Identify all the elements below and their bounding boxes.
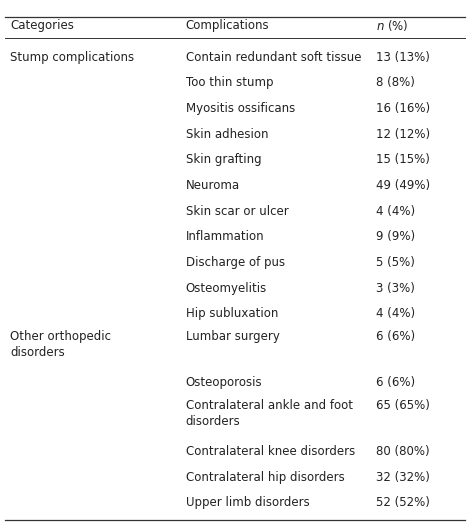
Text: Contralateral ankle and foot
disorders: Contralateral ankle and foot disorders bbox=[186, 399, 352, 428]
Text: Contain redundant soft tissue: Contain redundant soft tissue bbox=[186, 51, 361, 64]
Text: 32 (32%): 32 (32%) bbox=[376, 471, 430, 484]
Text: 65 (65%): 65 (65%) bbox=[376, 399, 430, 412]
Text: Lumbar surgery: Lumbar surgery bbox=[186, 330, 280, 343]
Text: Skin adhesion: Skin adhesion bbox=[186, 128, 268, 141]
Text: 80 (80%): 80 (80%) bbox=[376, 445, 430, 458]
Text: Skin grafting: Skin grafting bbox=[186, 154, 261, 166]
Text: Other orthopedic
disorders: Other orthopedic disorders bbox=[10, 330, 111, 359]
Text: 49 (49%): 49 (49%) bbox=[376, 179, 430, 192]
Text: Contralateral knee disorders: Contralateral knee disorders bbox=[186, 445, 355, 458]
Text: $\mathit{n}$ (%): $\mathit{n}$ (%) bbox=[376, 18, 408, 33]
Text: 15 (15%): 15 (15%) bbox=[376, 154, 430, 166]
Text: Discharge of pus: Discharge of pus bbox=[186, 256, 285, 269]
Text: Too thin stump: Too thin stump bbox=[186, 77, 273, 90]
Text: 16 (16%): 16 (16%) bbox=[376, 102, 430, 115]
Text: 12 (12%): 12 (12%) bbox=[376, 128, 430, 141]
Text: 3 (3%): 3 (3%) bbox=[376, 281, 415, 294]
Text: Inflammation: Inflammation bbox=[186, 230, 264, 243]
Text: Stump complications: Stump complications bbox=[10, 51, 134, 64]
Text: 9 (9%): 9 (9%) bbox=[376, 230, 415, 243]
Text: 4 (4%): 4 (4%) bbox=[376, 307, 415, 320]
Text: Contralateral hip disorders: Contralateral hip disorders bbox=[186, 471, 345, 484]
Text: Myositis ossificans: Myositis ossificans bbox=[186, 102, 295, 115]
Text: 5 (5%): 5 (5%) bbox=[376, 256, 415, 269]
Text: Skin scar or ulcer: Skin scar or ulcer bbox=[186, 204, 289, 217]
Text: Categories: Categories bbox=[10, 19, 74, 32]
Text: Osteomyelitis: Osteomyelitis bbox=[186, 281, 267, 294]
Text: 6 (6%): 6 (6%) bbox=[376, 330, 415, 343]
Text: Upper limb disorders: Upper limb disorders bbox=[186, 496, 309, 509]
Text: 8 (8%): 8 (8%) bbox=[376, 77, 415, 90]
Text: 6 (6%): 6 (6%) bbox=[376, 376, 415, 389]
Text: Osteoporosis: Osteoporosis bbox=[186, 376, 262, 389]
Text: Hip subluxation: Hip subluxation bbox=[186, 307, 278, 320]
Text: 52 (52%): 52 (52%) bbox=[376, 496, 430, 509]
Text: 13 (13%): 13 (13%) bbox=[376, 51, 430, 64]
Text: Complications: Complications bbox=[186, 19, 269, 32]
Text: 4 (4%): 4 (4%) bbox=[376, 204, 415, 217]
Text: Neuroma: Neuroma bbox=[186, 179, 240, 192]
